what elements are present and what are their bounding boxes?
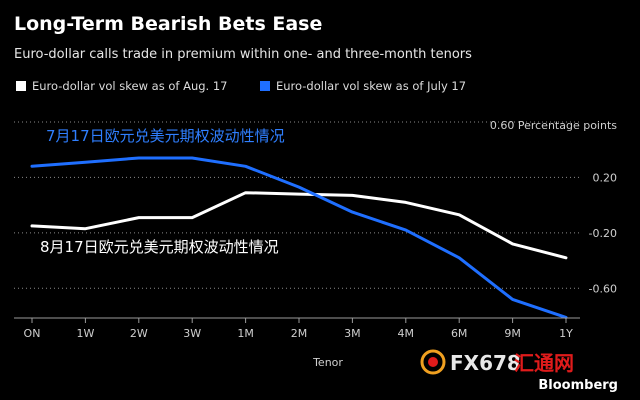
x-tick-label: ON <box>24 327 41 340</box>
x-tick-label: 1Y <box>559 327 573 340</box>
x-tick-label: 9M <box>504 327 521 340</box>
watermark-text: FX678 <box>450 351 521 375</box>
x-tick-label: 1W <box>76 327 94 340</box>
x-tick-label: 4M <box>398 327 415 340</box>
x-axis: ON 1W 2W 3W 1M 2M 3M 4M 6M 9M 1Y <box>14 317 580 340</box>
x-tick-label: 2W <box>130 327 148 340</box>
annotation-july: 7月17日欧元兑美元期权波动性情况 <box>46 127 285 145</box>
y-tick-label: 0.20 <box>593 171 618 184</box>
annotation-aug: 8月17日欧元兑美元期权波动性情况 <box>40 238 279 256</box>
legend-label-july: Euro-dollar vol skew as of July 17 <box>276 79 466 93</box>
y-axis: 0.20 -0.20 -0.60 <box>589 171 617 295</box>
x-tick-label: 3W <box>183 327 201 340</box>
legend-swatch-aug <box>16 81 26 91</box>
y-tick-label: -0.60 <box>589 282 617 295</box>
chart-title: Long-Term Bearish Bets Ease <box>14 13 322 35</box>
watermark-logo-icon <box>420 349 446 375</box>
legend: Euro-dollar vol skew as of Aug. 17 Euro-… <box>16 79 466 93</box>
x-tick-label: 3M <box>344 327 361 340</box>
legend-swatch-july <box>260 81 270 91</box>
legend-label-aug: Euro-dollar vol skew as of Aug. 17 <box>32 79 228 93</box>
source-label: Bloomberg <box>538 378 618 393</box>
watermark-text-cn: 汇通网 <box>514 351 574 375</box>
y-tick-label: -0.20 <box>589 227 617 240</box>
x-tick-label: 2M <box>291 327 308 340</box>
series-lines <box>30 156 568 319</box>
series-line-aug <box>30 191 568 260</box>
x-tick-label: 6M <box>451 327 468 340</box>
watermark-logo-core-icon <box>428 357 438 367</box>
x-tick-label: 1M <box>237 327 254 340</box>
series-line-july <box>30 156 568 319</box>
watermark: FX678 汇通网 <box>420 349 574 375</box>
chart-subtitle: Euro-dollar calls trade in premium withi… <box>14 47 472 62</box>
x-axis-label: Tenor <box>312 356 343 369</box>
y-unit-label: 0.60 Percentage points <box>490 119 617 132</box>
gridlines <box>14 121 580 289</box>
